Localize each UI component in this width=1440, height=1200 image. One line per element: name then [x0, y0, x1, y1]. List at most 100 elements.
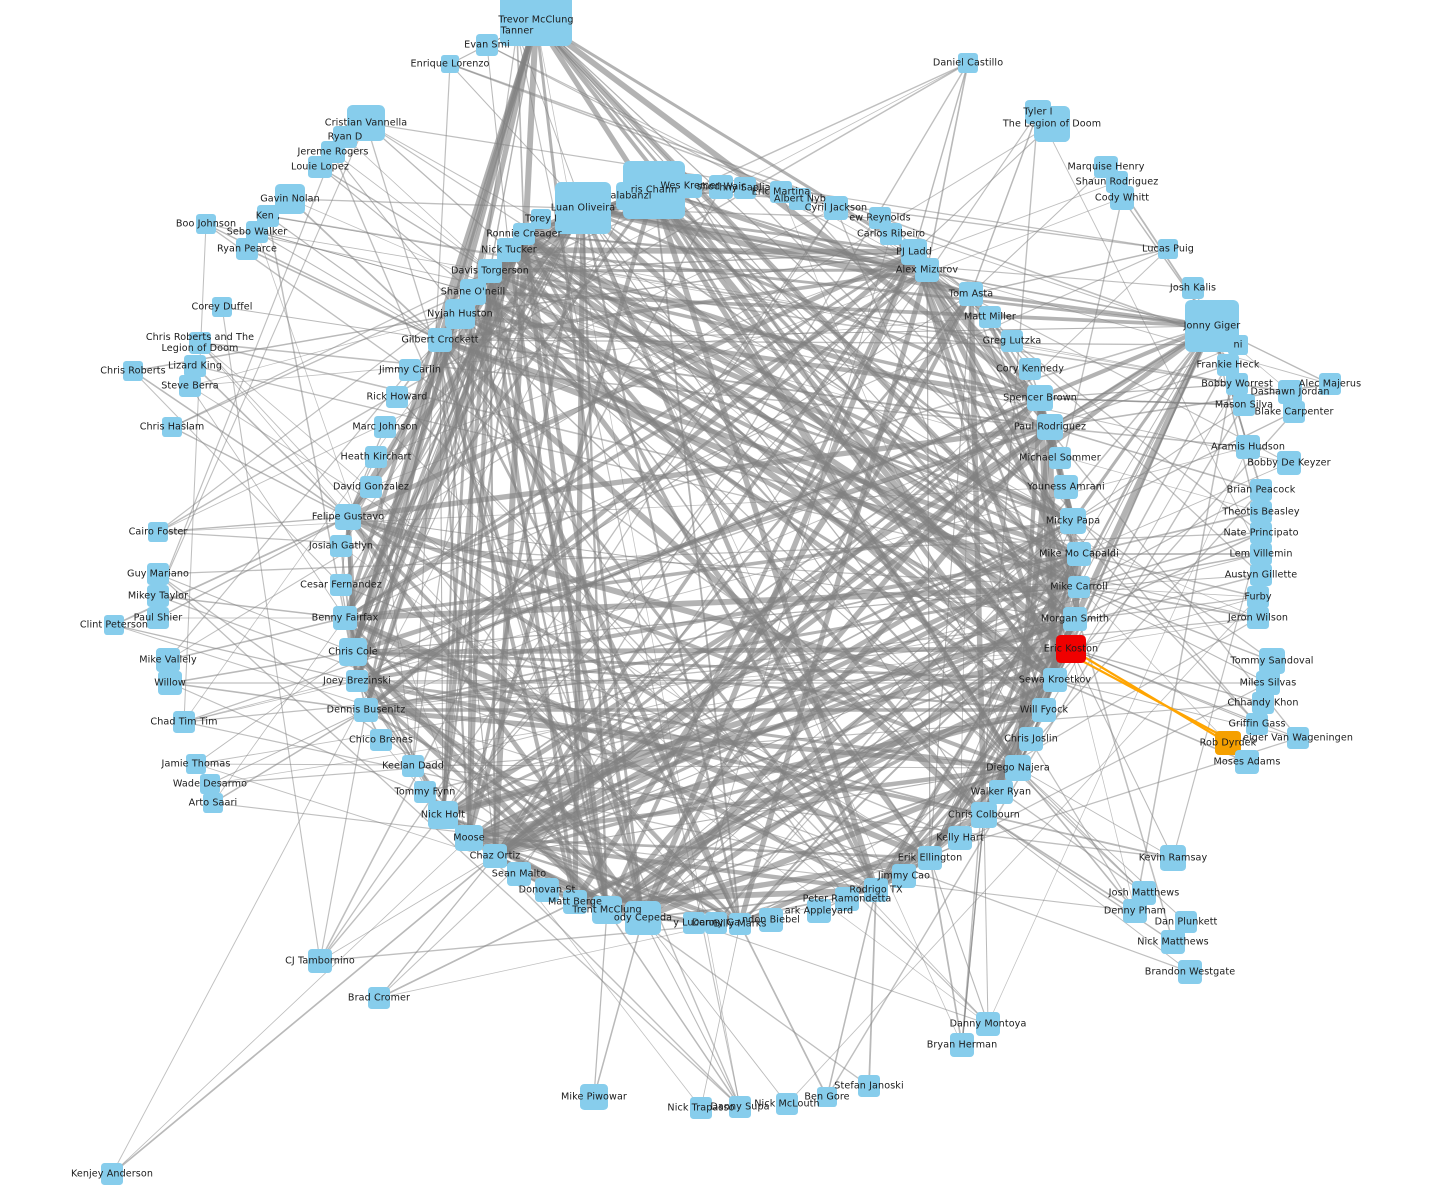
graph-node-chhandy-khon[interactable]: [1252, 692, 1274, 714]
graph-node-sewa-kroetkov[interactable]: [1043, 668, 1067, 692]
graph-node-gilbert-crockett[interactable]: [428, 328, 452, 352]
graph-node-guy-mariano[interactable]: [147, 563, 169, 585]
graph-node-sebo-walker[interactable]: [246, 221, 268, 243]
graph-node-mike-mo-capaldi[interactable]: [1067, 542, 1091, 566]
graph-node-brandon-westgate[interactable]: [1178, 960, 1202, 984]
graph-node-chris-roberts[interactable]: [123, 361, 143, 381]
graph-node-josh-kalis[interactable]: [1182, 277, 1204, 299]
graph-node-cyril-jackson[interactable]: [824, 196, 848, 220]
graph-node-morgan-smith[interactable]: [1063, 607, 1087, 631]
graph-node-jamie-thomas[interactable]: [186, 754, 206, 774]
graph-node-danny-supa[interactable]: [729, 1096, 751, 1118]
graph-node-daniel-castillo[interactable]: [958, 53, 978, 73]
graph-node-cory-kennedy[interactable]: [1019, 358, 1041, 380]
graph-node-peter-ramondetta[interactable]: [835, 887, 859, 911]
graph-node-nyjah-huston[interactable]: [445, 299, 475, 329]
graph-node-frankie-heck[interactable]: [1217, 354, 1239, 376]
graph-node-lizard-king[interactable]: [184, 355, 206, 377]
graph-node-gavin-nolan[interactable]: [275, 184, 305, 214]
graph-node-chris-colbourn[interactable]: [971, 802, 997, 828]
graph-node-alec-majerus[interactable]: [1319, 373, 1341, 395]
graph-node-erik-ellington[interactable]: [918, 846, 942, 870]
graph-node-cj-tambornino[interactable]: [308, 949, 332, 973]
graph-node-joey-brezinski[interactable]: [346, 670, 368, 692]
graph-node-bobby-de-keyzer[interactable]: [1277, 451, 1301, 475]
graph-node-griffin-gass[interactable]: [1246, 713, 1268, 735]
graph-node-ishod-wair[interactable]: [709, 175, 733, 199]
graph-node-brad-cromer[interactable]: [368, 987, 390, 1009]
graph-node-nick-trapasso[interactable]: [690, 1097, 712, 1119]
graph-node-trent-mcclung[interactable]: [592, 896, 622, 924]
graph-node-cody-cepeda[interactable]: [625, 901, 661, 935]
graph-node-kelly-hart[interactable]: [948, 826, 972, 850]
graph-node-paul-rodriguez[interactable]: [1037, 414, 1063, 440]
graph-node-carlos-ribeiro[interactable]: [880, 223, 902, 245]
graph-node-rodrigo-tx[interactable]: [864, 878, 888, 902]
graph-node-eric-koston[interactable]: [1056, 635, 1086, 663]
graph-node-austyn-gillette[interactable]: [1250, 564, 1272, 586]
graph-node-mason-silva[interactable]: [1233, 394, 1255, 416]
graph-node-ben-gore[interactable]: [817, 1087, 837, 1107]
graph-node-danny-garcia[interactable]: [705, 912, 727, 934]
graph-node-louie-lopez[interactable]: [308, 156, 332, 178]
graph-node-chris-cole[interactable]: [339, 638, 367, 666]
graph-node-walker-ryan[interactable]: [989, 780, 1013, 804]
graph-node-steve-berra[interactable]: [179, 375, 201, 397]
graph-node-sean-malto[interactable]: [507, 862, 531, 886]
graph-node-donovan-st[interactable]: [535, 878, 559, 902]
graph-node-arto-saari[interactable]: [203, 793, 223, 813]
graph-node-mark-appleyard[interactable]: [807, 899, 831, 923]
graph-node-miles-silvas[interactable]: [1256, 671, 1280, 695]
graph-node-youness-amrani[interactable]: [1054, 475, 1078, 499]
graph-node-bryan-herman[interactable]: [950, 1033, 974, 1057]
graph-node-geiger-van-wageningen[interactable]: [1287, 727, 1309, 749]
graph-node-furby[interactable]: [1247, 586, 1269, 608]
graph-node-chad-tim-tim[interactable]: [173, 711, 195, 733]
graph-node-marc-johnson[interactable]: [374, 416, 396, 438]
graph-node-josiah-gatlyn[interactable]: [330, 535, 352, 557]
graph-node-bobby-worrest[interactable]: [1226, 373, 1248, 395]
graph-node-greg-lutzka[interactable]: [1001, 330, 1023, 352]
graph-node-nick-tucker[interactable]: [497, 238, 521, 262]
graph-node-shane-oneill[interactable]: [460, 279, 486, 305]
graph-node-jimmy-cao[interactable]: [892, 864, 916, 888]
graph-node-blake-carpenter[interactable]: [1283, 401, 1305, 423]
graph-node-nick-mclouth[interactable]: [776, 1093, 798, 1115]
graph-node-will-fyock[interactable]: [1032, 698, 1056, 722]
graph-node-kevin-ramsay[interactable]: [1160, 845, 1186, 871]
graph-node-anthony-saplia[interactable]: [734, 177, 756, 199]
graph-node-cairo-foster[interactable]: [148, 522, 168, 542]
graph-node-jeron-wilson[interactable]: [1247, 607, 1269, 629]
graph-node-moose[interactable]: [455, 825, 483, 851]
graph-node-benny-fairfax[interactable]: [333, 606, 357, 630]
graph-node-lucas-puig[interactable]: [1158, 239, 1178, 259]
graph-node-micky-papa[interactable]: [1060, 508, 1086, 534]
graph-node-michael-sommer[interactable]: [1049, 447, 1071, 469]
graph-node-nick-matthews[interactable]: [1161, 930, 1185, 954]
graph-node-nick-holt[interactable]: [428, 801, 458, 829]
graph-node-nate-principato[interactable]: [1250, 522, 1272, 544]
graph-node-mike-piwowar[interactable]: [580, 1084, 608, 1110]
graph-node-aramis-hudson[interactable]: [1236, 435, 1260, 459]
graph-node-denny-pham[interactable]: [1123, 899, 1147, 923]
graph-node-chris-haslam[interactable]: [162, 417, 182, 437]
graph-node-clint-peterson[interactable]: [104, 615, 124, 635]
graph-node-theotis-beasley[interactable]: [1250, 501, 1272, 523]
graph-node-jimmy-carlin[interactable]: [399, 359, 421, 381]
graph-node-tommy-fynn[interactable]: [414, 781, 436, 803]
graph-node-brandon-biebel[interactable]: [759, 908, 783, 932]
graph-node-paul-shier[interactable]: [147, 607, 169, 629]
graph-node-kenjey-anderson[interactable]: [101, 1163, 123, 1185]
graph-node-matt-berger[interactable]: [563, 890, 587, 914]
graph-node-rob-dyrdek[interactable]: [1215, 731, 1241, 755]
graph-node-chris-roberts-legion[interactable]: [189, 332, 211, 354]
graph-node-ty-lucero[interactable]: [683, 912, 705, 934]
graph-node-billy-marks[interactable]: [729, 913, 751, 935]
graph-node-enrique-lorenzo[interactable]: [441, 55, 459, 73]
graph-node-spencer-brown[interactable]: [1027, 385, 1053, 411]
graph-node-mike-carroll[interactable]: [1068, 576, 1090, 598]
graph-node-rick-howard[interactable]: [386, 386, 408, 408]
graph-node-wes-kremer[interactable]: [678, 174, 702, 198]
graph-node-heath-kirchart[interactable]: [365, 446, 387, 468]
graph-node-luan-oliveira[interactable]: [555, 182, 611, 234]
